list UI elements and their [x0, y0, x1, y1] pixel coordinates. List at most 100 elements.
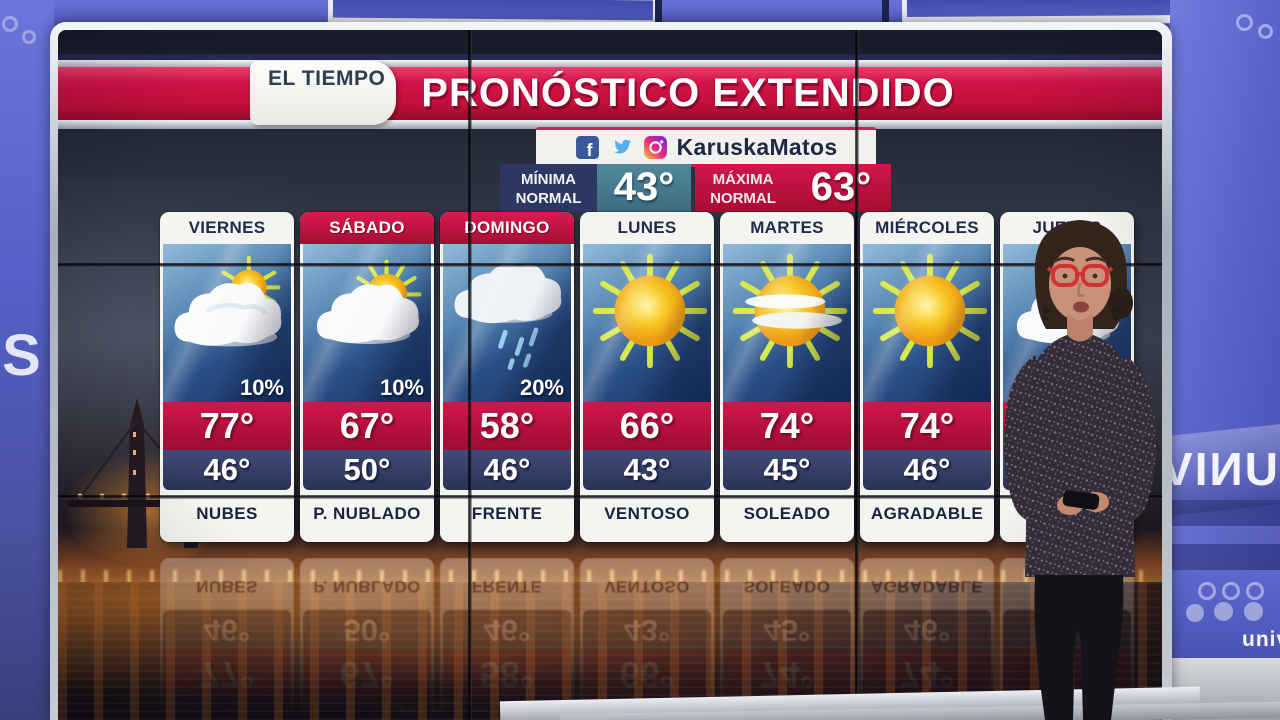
forecast-day-label: DOMINGO	[464, 218, 550, 237]
high-temp-band: 58°	[443, 402, 571, 450]
sun-thin-clouds-glyph	[732, 253, 848, 369]
mostly-cloudy-glyph	[174, 255, 282, 347]
low-temp-band: 46°	[443, 450, 571, 490]
high-temp-band: 66°	[583, 402, 711, 450]
precip-chance: 20%	[519, 375, 564, 400]
video-wall-seam	[468, 30, 472, 720]
forecast-day-label: MARTES	[750, 218, 824, 237]
low-temp-band: 46°	[863, 450, 991, 490]
forecast-day-label: SÁBADO	[329, 218, 405, 237]
video-wall-seam	[855, 30, 859, 720]
partly-cloudy-glyph	[316, 259, 422, 345]
condition-label-area: SOLEADO	[720, 490, 854, 542]
sunny-icon	[591, 252, 709, 370]
high-temp-band: 67°	[303, 402, 431, 450]
title-banner	[58, 67, 1162, 122]
forecast-day-header: SÁBADO	[300, 212, 434, 244]
forecast-day-header: DOMINGO	[440, 212, 574, 244]
high-temp: 77°	[199, 405, 255, 446]
high-temp: 67°	[339, 405, 395, 446]
sun-glyph	[872, 253, 988, 369]
low-temp: 46°	[483, 452, 531, 487]
video-wall-seam	[58, 263, 1162, 267]
svg-text:f: f	[586, 139, 592, 159]
wall-circle-decoration	[1236, 14, 1253, 31]
forecast-day-label: VIERNES	[188, 218, 266, 237]
high-temp: 66°	[619, 405, 675, 446]
high-temp-band: 74°	[723, 402, 851, 450]
twitter-icon	[609, 135, 634, 160]
condition-label: SOLEADO	[743, 504, 831, 523]
forecast-day-header: MARTES	[720, 212, 854, 244]
univision-wordmark: univ	[1242, 628, 1280, 651]
forecast-icon-area	[723, 244, 851, 402]
precip-chance: 10%	[379, 375, 424, 400]
instagram-icon	[643, 135, 668, 160]
low-temp-band: 50°	[303, 450, 431, 490]
partly-cloudy-icon	[311, 252, 429, 370]
el-tiempo-badge: EL TIEMPO	[250, 61, 396, 125]
condition-label: VENTOSO	[604, 504, 690, 523]
banner-silver-edge-bottom	[58, 120, 1162, 129]
banner-silver-edge-top	[58, 60, 1162, 69]
maxima-normal-label: MÁXIMA NORMAL	[710, 171, 776, 207]
low-temp-band: 43°	[583, 450, 711, 490]
wall-circle-decoration	[22, 30, 36, 44]
facebook-icon: f	[575, 135, 600, 160]
studio-divider	[655, 0, 662, 30]
condition-label-area: NUBES	[160, 490, 294, 542]
univision-logo-panel	[1170, 570, 1280, 662]
low-temp: 43°	[623, 452, 671, 487]
condition-label-area: VENTOSO	[580, 490, 714, 542]
presenter-figure	[1004, 220, 1156, 720]
forecast-icon-area: 10%	[303, 244, 431, 402]
condition-label: FRENTE	[471, 504, 543, 523]
studio-right-wall: UNIV univ	[1170, 0, 1280, 720]
high-temp-band: 77°	[163, 402, 291, 450]
social-handle: KaruskaMatos	[676, 133, 838, 160]
forecast-card-martes: MARTES 74° 45° SOLEADO	[720, 212, 854, 542]
forecast-card-domingo: DOMINGO 20% 58° 46° FRENTE	[440, 212, 574, 542]
mirrored-univision-signage: UNIV	[1170, 443, 1278, 495]
condition-label: P. NUBLADO	[313, 504, 421, 523]
low-temp-band: 46°	[163, 450, 291, 490]
low-temp: 46°	[903, 452, 951, 487]
social-media-strip: f KaruskaMatos	[536, 127, 876, 167]
sun-glyph	[592, 253, 708, 369]
sunny-icon	[871, 252, 989, 370]
condition-label-area: AGRADABLE	[860, 490, 994, 542]
forecast-icon-area	[863, 244, 991, 402]
weather-presenter	[1004, 220, 1156, 720]
forecast-icon-area	[583, 244, 711, 402]
low-temp: 50°	[343, 452, 391, 487]
high-temp: 58°	[479, 405, 535, 446]
wall-circle-decoration	[2, 16, 18, 32]
maxima-normal-value: 63°	[810, 165, 872, 209]
low-temp: 45°	[763, 452, 811, 487]
forecast-day-header: MIÉRCOLES	[860, 212, 994, 244]
condition-label: AGRADABLE	[870, 504, 984, 523]
forecast-card-viernes: VIERNES 10% 77° 46° NUBES	[160, 212, 294, 542]
studio-divider	[882, 0, 889, 30]
forecast-card-miercoles: MIÉRCOLES 74° 46° AGRADABLE	[860, 212, 994, 542]
studio-left-wall: IS	[0, 0, 54, 720]
low-temp: 46°	[203, 452, 251, 487]
forecast-day-label: LUNES	[617, 218, 677, 237]
condition-label-area: P. NUBLADO	[300, 490, 434, 542]
forecast-day-header: VIERNES	[160, 212, 294, 244]
forecast-day-header: LUNES	[580, 212, 714, 244]
sun-clouds-icon	[731, 252, 849, 370]
low-temp-band: 45°	[723, 450, 851, 490]
high-temp: 74°	[759, 405, 815, 446]
video-wall-seam	[58, 495, 1162, 499]
left-wall-signage-text: IS	[0, 323, 43, 388]
forecast-icon-area: 10%	[163, 244, 291, 402]
banner-navy-edge	[58, 54, 1162, 62]
precip-chance: 10%	[239, 375, 284, 400]
high-temp: 74°	[899, 405, 955, 446]
wall-circle-decoration	[1258, 24, 1273, 39]
condition-label-area: FRENTE	[440, 490, 574, 542]
forecast-card-lunes: LUNES 66° 43° VENTOSO	[580, 212, 714, 542]
maxima-normal-box: MÁXIMA NORMAL 63°	[695, 164, 891, 212]
